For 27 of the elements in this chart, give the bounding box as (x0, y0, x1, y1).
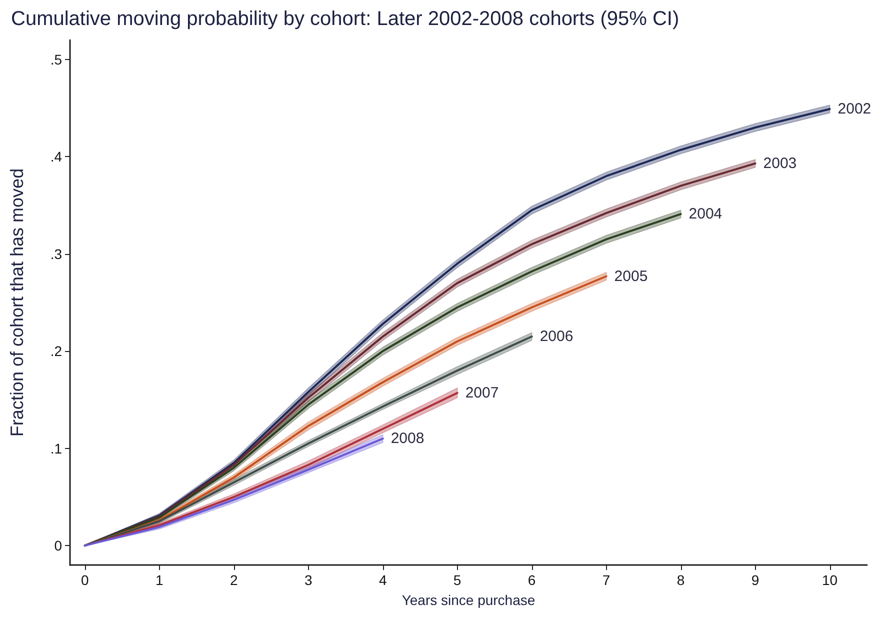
series-label: 2004 (688, 206, 722, 223)
series-label: 2008 (390, 430, 424, 448)
y-axis-title: Fraction of cohort that has moved (7, 168, 27, 437)
x-tick-label: 7 (602, 572, 610, 588)
x-tick-label: 8 (676, 572, 685, 588)
x-tick-label: 5 (453, 572, 462, 588)
x-tick-label: 1 (155, 572, 164, 588)
series-label: 2006 (540, 328, 574, 346)
series-label: 2002 (838, 100, 872, 118)
series-label: 2007 (465, 384, 499, 402)
y-tick-label: .5 (50, 51, 62, 68)
x-tick-label: 6 (528, 572, 536, 588)
x-tick-label: 2 (230, 572, 238, 588)
series-label: 2003 (763, 154, 797, 172)
x-tick-label: 10 (822, 572, 838, 588)
y-tick-label: .3 (50, 246, 62, 262)
y-tick-label: .4 (50, 148, 62, 165)
series-label: 2005 (614, 268, 648, 285)
x-tick-label: 0 (81, 572, 89, 588)
y-tick-label: .1 (50, 440, 62, 456)
y-tick-label: 0 (54, 538, 62, 554)
x-tick-label: 9 (751, 572, 760, 588)
y-tick-label: .2 (50, 343, 62, 360)
chart-title: Cumulative moving probability by cohort: Later 2002-2008 cohorts (95% CI) (11, 8, 680, 30)
x-axis-title: Years since purchase (402, 592, 536, 608)
x-tick-label: 4 (378, 572, 387, 588)
x-tick-label: 3 (304, 572, 312, 588)
